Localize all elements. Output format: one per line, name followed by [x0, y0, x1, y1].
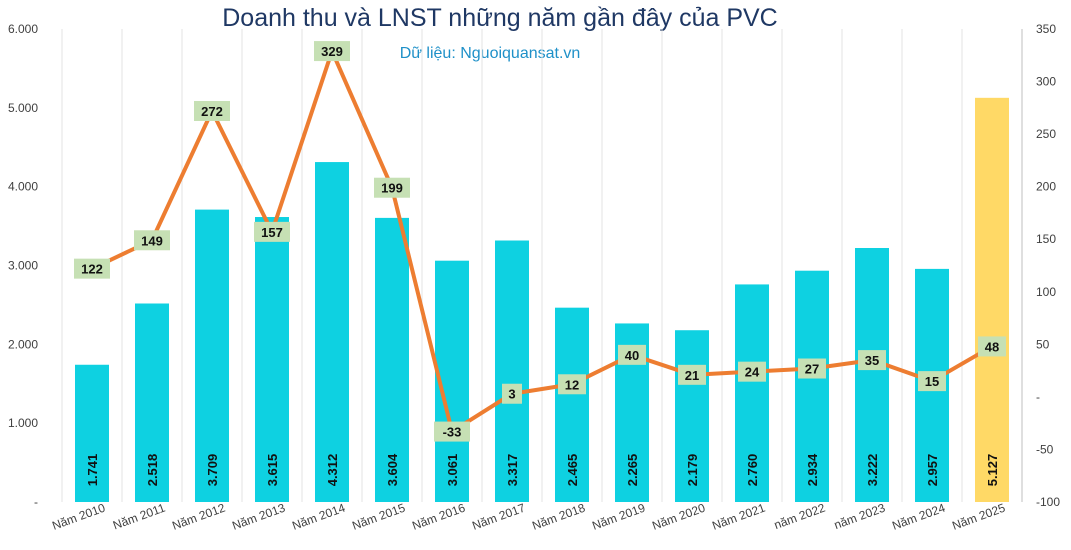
bar: [135, 303, 169, 502]
x-tick-label: Năm 2017: [470, 501, 527, 533]
line-point-label-bg: [738, 361, 766, 382]
bar-value-label: 2.957: [925, 454, 940, 487]
bar: [555, 307, 589, 502]
line-point-label-bg: [558, 374, 586, 395]
profit-line: [91, 49, 994, 434]
chart-subtitle: Dữ liệu: Nguoiquansat.vn: [399, 45, 581, 62]
y-right-tick-label: 100: [1036, 285, 1056, 299]
line-point-label: 15: [925, 374, 939, 389]
line-point-label: 24: [745, 365, 760, 380]
y-right-tick-label: -100: [1036, 495, 1060, 509]
y-left-tick-label: 2.000: [8, 337, 38, 351]
line-point-label-bg: [434, 421, 470, 442]
line-point-label: 21: [685, 368, 699, 383]
line-point-label: 329: [321, 44, 343, 59]
line-point-label-bg: [678, 364, 706, 385]
bar: [855, 247, 889, 502]
x-tick-label: Năm 2016: [410, 501, 467, 533]
x-tick-label: Năm 2013: [230, 501, 287, 533]
line-point-label: 12: [565, 377, 579, 392]
bar-value-label: 5.127: [985, 454, 1000, 487]
bar: [735, 284, 769, 502]
line-point-label: 272: [201, 104, 223, 119]
bar-value-label: 2.265: [625, 454, 640, 487]
bar-value-label: 3.061: [445, 454, 460, 487]
x-tick-label: Năm 2025: [950, 501, 1007, 533]
bar-value-label: 2.518: [145, 454, 160, 487]
y-right-tick-label: 150: [1036, 232, 1056, 246]
bar: [315, 162, 349, 502]
line-point-label-bg: [374, 177, 410, 198]
chart-title: Doanh thu và LNST những năm gần đây của …: [222, 4, 778, 32]
y-right-tick-label: -50: [1036, 442, 1054, 456]
x-tick-label: Năm 2019: [590, 501, 647, 533]
y-right-tick-label: 200: [1036, 180, 1056, 194]
bar-value-label: 3.317: [505, 454, 520, 487]
y-left-tick-label: -: [34, 495, 38, 509]
y-right-tick-label: 300: [1036, 75, 1056, 89]
x-tick-label: Năm 2015: [350, 501, 407, 533]
line-point-label-bg: [314, 41, 350, 62]
y-left-tick-label: 5.000: [8, 101, 38, 115]
line-point-label-bg: [194, 100, 230, 121]
line-point-label-bg: [254, 221, 290, 242]
line-point-label-bg: [798, 358, 826, 379]
x-tick-label: Năm 2020: [650, 501, 707, 533]
bar: [975, 97, 1009, 502]
bar: [495, 240, 529, 502]
y-right-tick-label: 50: [1036, 337, 1050, 351]
x-tick-label: Năm 2010: [50, 501, 107, 533]
x-tick-label: Năm 2012: [170, 501, 227, 533]
bar: [675, 330, 709, 502]
line-point-label-bg: [858, 350, 886, 371]
bar-value-label: 4.312: [325, 454, 340, 487]
line-point-label: 48: [985, 339, 999, 354]
x-tick-label: Năm 2018: [530, 501, 587, 533]
bar-value-label: 3.709: [205, 454, 220, 487]
line-point-label-bg: [502, 383, 522, 404]
y-left-tick-label: 1.000: [8, 416, 38, 430]
line-point-label: 157: [261, 225, 283, 240]
y-left-tick-label: 6.000: [8, 22, 38, 36]
x-tick-label: Năm 2021: [710, 501, 767, 533]
bar-value-label: 2.934: [805, 453, 820, 486]
bar: [255, 217, 289, 502]
line-point-label-bg: [74, 258, 110, 279]
line-point-label: 149: [141, 233, 163, 248]
x-tick-label: Năm 2011: [111, 501, 167, 533]
bar: [795, 270, 829, 502]
x-tick-label: năm 2022: [772, 501, 827, 533]
line-point-label-bg: [618, 344, 646, 365]
bar-value-label: 3.615: [265, 454, 280, 487]
y-left-tick-label: 4.000: [8, 180, 38, 194]
line-point-label: 199: [381, 181, 403, 196]
y-right-tick-label: 250: [1036, 127, 1056, 141]
bar: [195, 209, 229, 502]
bar-value-label: 3.604: [385, 453, 400, 486]
x-tick-label: năm 2023: [832, 501, 887, 533]
line-point-label: 40: [625, 348, 639, 363]
line-point-label: 122: [81, 262, 103, 277]
line-point-label-bg: [978, 336, 1006, 357]
y-right-tick-label: 350: [1036, 22, 1056, 36]
line-point-label: 3: [508, 387, 515, 402]
bar-value-label: 2.465: [565, 454, 580, 487]
x-tick-label: Năm 2024: [890, 501, 947, 533]
bar: [75, 364, 109, 502]
line-point-label: -33: [443, 425, 462, 440]
bar-value-label: 1.741: [85, 454, 100, 487]
bar-value-label: 2.179: [685, 454, 700, 487]
line-point-label-bg: [918, 371, 946, 392]
bar-value-label: 3.222: [865, 454, 880, 487]
bar-value-label: 2.760: [745, 454, 760, 487]
line-point-label-bg: [134, 230, 170, 251]
bar: [375, 217, 409, 502]
x-tick-label: Năm 2014: [290, 501, 347, 533]
y-right-tick-label: -: [1036, 390, 1040, 404]
line-point-label: 35: [865, 353, 879, 368]
line-point-label: 27: [805, 362, 819, 377]
y-left-tick-label: 3.000: [8, 259, 38, 273]
